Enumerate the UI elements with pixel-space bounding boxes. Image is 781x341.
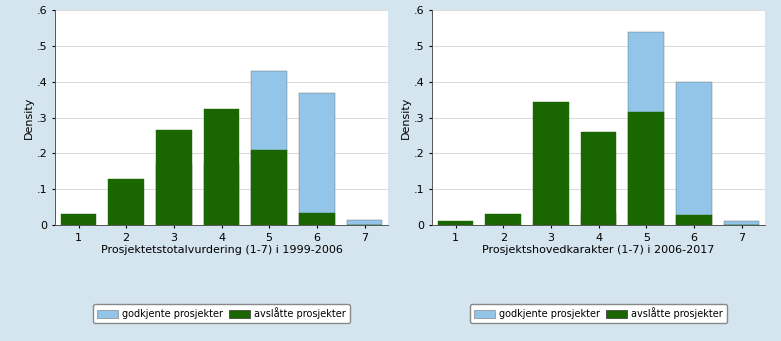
Bar [204, 109, 240, 225]
Bar [533, 223, 569, 225]
Legend: godkjente prosjekter, avslåtte prosjekter: godkjente prosjekter, avslåtte prosjekte… [470, 303, 727, 323]
Bar [156, 164, 191, 225]
Bar [251, 71, 287, 225]
Bar [629, 32, 664, 225]
Y-axis label: Density: Density [23, 97, 34, 139]
Bar [676, 215, 711, 225]
Y-axis label: Density: Density [401, 97, 411, 139]
Bar [533, 102, 569, 225]
Bar [109, 178, 144, 225]
Bar [299, 212, 335, 225]
X-axis label: Prosjektshovedkarakter (1-7) i 2006-2017: Prosjektshovedkarakter (1-7) i 2006-2017 [483, 246, 715, 255]
Bar [580, 132, 616, 225]
Bar [156, 130, 191, 225]
Bar [251, 150, 287, 225]
Bar [629, 112, 664, 225]
Bar [437, 221, 473, 225]
X-axis label: Prosjektetstotalvurdering (1-7) i 1999-2006: Prosjektetstotalvurdering (1-7) i 1999-2… [101, 246, 342, 255]
Bar [347, 220, 383, 225]
Bar [61, 214, 96, 225]
Bar [676, 82, 711, 225]
Bar [485, 213, 521, 225]
Bar [204, 164, 240, 225]
Bar [299, 92, 335, 225]
Bar [580, 212, 616, 225]
Legend: godkjente prosjekter, avslåtte prosjekter: godkjente prosjekter, avslåtte prosjekte… [93, 303, 350, 323]
Bar [724, 221, 759, 225]
